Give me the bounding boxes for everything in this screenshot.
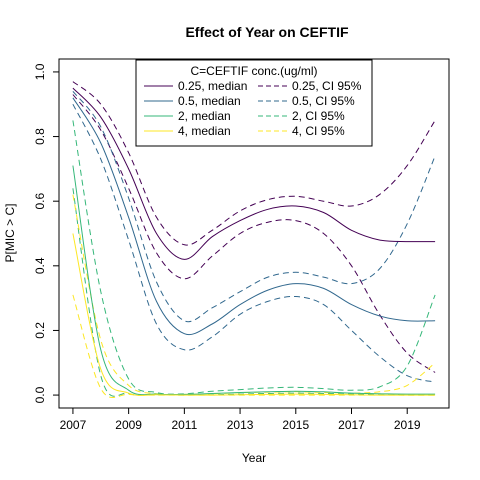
series-line-0-25-median [72, 87, 436, 260]
series-line-2-ci-95 [72, 120, 436, 395]
series-line-0-5-median [72, 97, 436, 336]
chart-title: Effect of Year on CEFTIF [185, 24, 349, 40]
series-line-0-25-ci-95-lower [72, 94, 436, 373]
series-line-4-median [72, 233, 436, 396]
legend-label-4-median: 4, median [178, 124, 231, 138]
x-tick-label: 2007 [60, 418, 87, 432]
x-axis-label: Year [242, 451, 266, 465]
x-tick-label: 2015 [282, 418, 309, 432]
series-line-0-5-ci-95-lower [72, 103, 436, 383]
legend-label-0-5-median: 0.5, median [178, 94, 241, 108]
legend-label-4-ci-95: 4, CI 95% [292, 124, 345, 138]
legend-box [135, 59, 373, 147]
x-tick-label: 2011 [171, 418, 197, 432]
legend-label-0-5-ci-95: 0.5, CI 95% [292, 94, 355, 108]
y-tick-label: 0.4 [33, 257, 47, 274]
x-tick-label: 2017 [338, 418, 365, 432]
series-line-0-5-ci-95 [72, 90, 436, 323]
series-line-2-median [72, 165, 436, 396]
legend-label-2-ci-95: 2, CI 95% [292, 109, 345, 123]
x-tick-label: 2009 [115, 418, 142, 432]
legend-label-2-median: 2, median [178, 109, 231, 123]
y-tick-label: 0.2 [33, 322, 47, 339]
series-line-0-25-ci-95 [72, 81, 436, 246]
y-tick-label: 0.0 [33, 386, 47, 403]
legend-label-0-25-ci-95: 0.25, CI 95% [292, 79, 362, 93]
x-tick-label: 2013 [227, 418, 254, 432]
y-tick-label: 0.8 [33, 128, 47, 145]
y-axis: 0.0 0.2 0.4 0.6 0.8 1.0 [33, 63, 59, 403]
y-tick-label: 1.0 [33, 63, 47, 80]
plot-area [72, 81, 436, 398]
x-axis: 2007 2009 2011 2013 2015 2017 2019 [60, 407, 421, 432]
x-tick-label: 2019 [394, 418, 421, 432]
legend-label-0-25-median: 0.25, median [178, 79, 247, 93]
legend-title: C=CEFTIF conc.(ug/ml) [190, 64, 317, 78]
y-axis-label: P[MIC > C] [3, 203, 17, 262]
y-tick-label: 0.6 [33, 193, 47, 210]
